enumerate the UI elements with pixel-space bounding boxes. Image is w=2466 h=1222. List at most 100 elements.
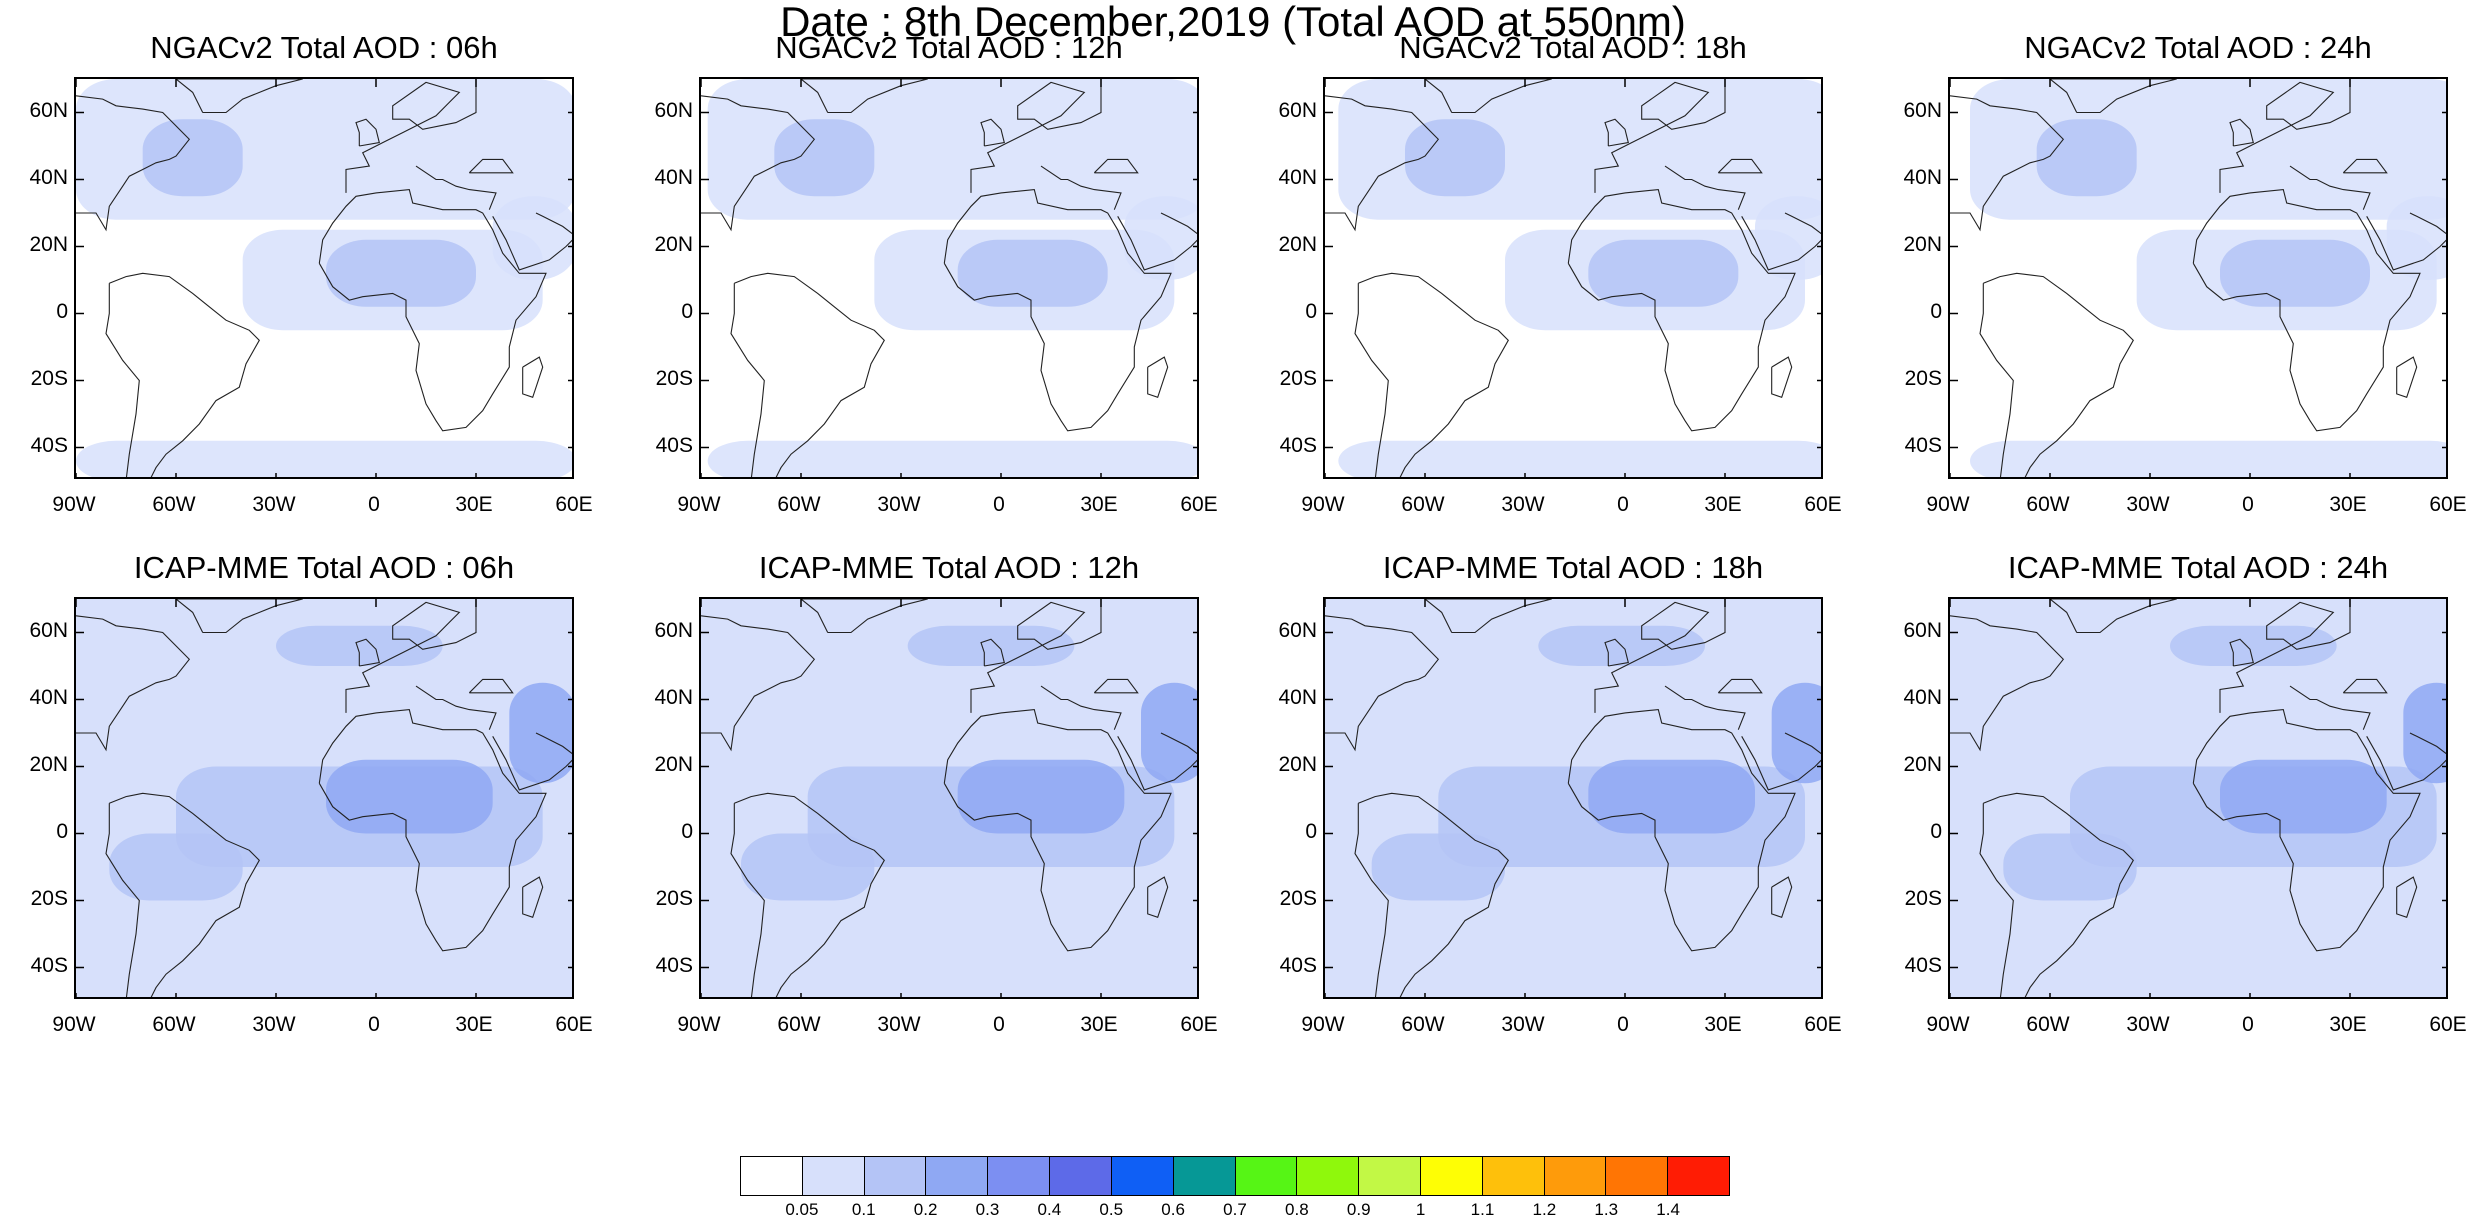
lat-tick-label: 20N (1903, 232, 1942, 256)
lon-tick-label: 30W (252, 1013, 296, 1036)
uk-coast (1604, 638, 1629, 667)
lon-tick-label: 30W (877, 493, 921, 516)
lat-tick-label: 40S (1279, 953, 1317, 977)
lat-tick-label: 20S (655, 366, 693, 390)
lat-tick-label: 40N (1903, 165, 1942, 189)
black-sea-coast (2342, 678, 2388, 694)
lat-tick-label: 20N (29, 232, 68, 256)
south-america-coast (730, 272, 885, 477)
aod-region-west-africa-dust (326, 759, 493, 834)
lon-tick-label: 30W (252, 493, 296, 516)
lon-tick-label: 60E (1180, 1013, 1218, 1036)
legend-label: 0.9 (1346, 1200, 1371, 1219)
legend-swatch (988, 1157, 1051, 1195)
uk-coast (980, 118, 1005, 147)
lon-tick-label: 0 (2242, 493, 2254, 516)
lat-tick-label: 20N (654, 232, 693, 256)
legend-label: 1 (1415, 1200, 1426, 1219)
lon-tick-label: 60W (152, 493, 196, 516)
map-panel-ngac-06: NGACv2 Total AOD : 06h 60N 40N 20N 0 20S 40S 90… (29, 30, 592, 552)
africa-coast (943, 709, 1172, 952)
figure-title: Date : 8th December,2019 (Total AOD at 5… (780, 0, 1686, 45)
legend-swatch (1297, 1157, 1360, 1195)
aod-region-amazon-smoke (1371, 833, 1505, 901)
madagascar-coast (522, 356, 544, 398)
lon-tick-label: 60W (2026, 1013, 2070, 1036)
lon-tick-label: 30W (1501, 1013, 1545, 1036)
africa-coast (318, 189, 547, 432)
lat-tick-label: 0 (1305, 299, 1317, 323)
aod-region-west-africa-dust (326, 239, 476, 307)
mediterranean-coast (415, 165, 497, 210)
lon-tick-label: 60W (152, 1013, 196, 1036)
map-panel-icap-18: ICAP-MME Total AOD : 18h 60N 40N 20N 0 20S 40S… (1278, 550, 1841, 1072)
map-frame (1323, 77, 1823, 479)
lat-tick-label: 20S (30, 366, 68, 390)
lat-tick-label: 20N (1278, 752, 1317, 776)
europe-coast (2219, 599, 2351, 713)
lon-tick-label: 30E (1704, 493, 1742, 516)
panel-title: ICAP-MME Total AOD : 18h (1382, 550, 1764, 585)
lon-tick-label: 30E (2329, 1013, 2367, 1036)
arabia-coast (2366, 732, 2446, 791)
lon-tick-label: 60W (1401, 1013, 1445, 1036)
legend-swatch (1482, 1157, 1545, 1195)
aod-region-storm-low-atlantic (774, 119, 875, 197)
africa-coast (318, 709, 547, 952)
lon-tick-label: 0 (2242, 1013, 2254, 1036)
arabia-coast (1741, 212, 1821, 271)
aod-map (76, 599, 572, 997)
europe-coast (1594, 599, 1726, 713)
legend-label: 1.4 (1656, 1200, 1680, 1219)
mediterranean-coast (415, 685, 497, 730)
south-america-coast (730, 792, 885, 997)
aod-map (1950, 79, 2446, 477)
madagascar-coast (2396, 356, 2418, 398)
map-panel-icap-24: ICAP-MME Total AOD : 24h 60N 40N 20N 0 20S 40S… (1903, 550, 2466, 1072)
europe-coast (970, 79, 1102, 193)
europe-coast (970, 599, 1102, 713)
lat-tick-label: 20N (1278, 232, 1317, 256)
panel-title: NGACv2 Total AOD : 24h (2024, 30, 2372, 65)
legend-label: 1.3 (1594, 1200, 1619, 1219)
legend-label: 1.1 (1470, 1200, 1495, 1219)
north-america-coast (1950, 615, 2065, 752)
black-sea-coast (1093, 158, 1139, 174)
greenland-coast (1424, 79, 1552, 114)
panel-title: NGACv2 Total AOD : 06h (150, 30, 498, 65)
lon-tick-label: 0 (368, 493, 380, 516)
lat-tick-label: 60N (1278, 98, 1317, 122)
map-panel-ngac-18: NGACv2 Total AOD : 18h 60N 40N 20N 0 20S 40S 90… (1278, 30, 1841, 552)
arabia-coast (1117, 212, 1197, 271)
lon-tick-label: 30W (2126, 493, 2170, 516)
greenland-coast (800, 599, 928, 634)
lon-tick-label: 90W (677, 493, 721, 516)
lat-tick-label: 0 (1930, 299, 1942, 323)
lon-tick-label: 60E (2429, 1013, 2466, 1036)
lat-tick-label: 40S (1904, 953, 1942, 977)
panel-title: ICAP-MME Total AOD : 06h (133, 550, 515, 585)
mediterranean-coast (2289, 685, 2371, 730)
uk-coast (980, 638, 1005, 667)
lat-tick-label: 20N (1903, 752, 1942, 776)
lat-tick-label: 40N (1903, 685, 1942, 709)
lat-tick-label: 40S (1279, 433, 1317, 457)
lat-tick-label: 40S (655, 433, 693, 457)
panel-title: ICAP-MME Total AOD : 24h (2007, 550, 2389, 585)
lat-tick-label: 60N (654, 98, 693, 122)
south-america-coast (1354, 792, 1509, 997)
lat-tick-label: 40N (29, 165, 68, 189)
north-america-coast (76, 615, 191, 752)
aod-region-middle-east-dust (1771, 682, 1821, 784)
map-frame (699, 77, 1199, 479)
aod-map (76, 79, 572, 477)
africa-coast (1567, 189, 1796, 432)
lat-tick-label: 40S (30, 433, 68, 457)
south-america-coast (105, 272, 260, 477)
lon-tick-label: 60E (555, 493, 593, 516)
lon-tick-label: 90W (677, 1013, 721, 1036)
aod-map (1325, 79, 1821, 477)
aod-region-arabian-dust (2386, 196, 2446, 280)
lat-tick-label: 60N (29, 618, 68, 642)
aod-region-middle-east-dust (1141, 682, 1197, 784)
